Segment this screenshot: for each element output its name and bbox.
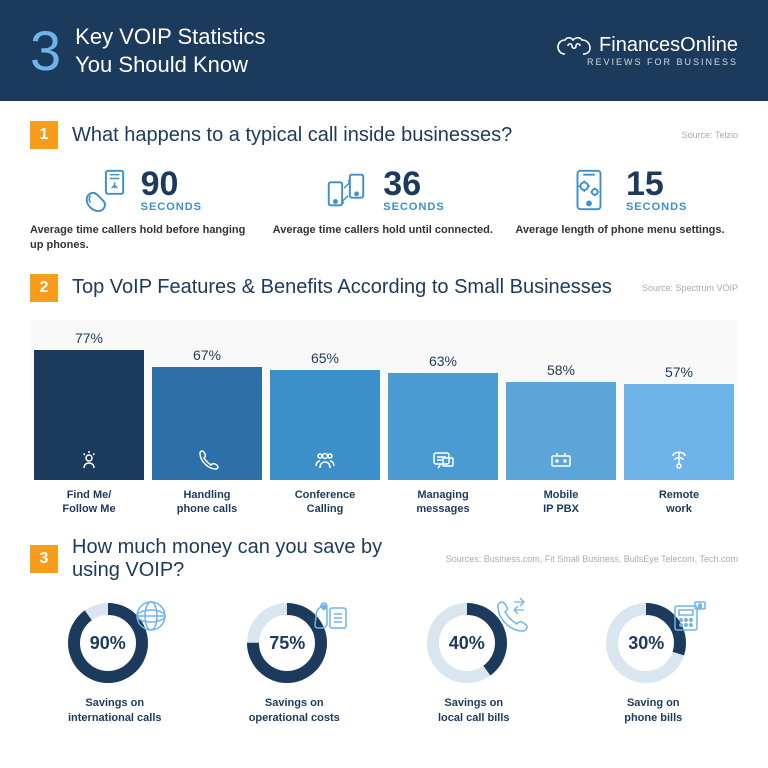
bar-pct: 65% <box>311 350 339 366</box>
donut-item: 90%Savings oninternational calls <box>30 600 200 725</box>
bar-item: 63% <box>388 353 498 479</box>
bar-icon <box>77 448 101 472</box>
donut-item: 40%Savings onlocal call bills <box>389 600 559 725</box>
bar-labels: Find Me/Follow Me Handlingphone calls Conf… <box>30 488 738 517</box>
bar <box>152 367 262 480</box>
bar-icon <box>313 448 337 472</box>
bar-label: Find Me/Follow Me <box>34 488 144 517</box>
section-1-source: Source: Telzio <box>682 130 738 140</box>
bar-label: MobileIP PBX <box>506 488 616 517</box>
stat-value: 90 <box>141 167 202 201</box>
svg-text:$: $ <box>699 604 702 610</box>
donut-icon: $ <box>669 596 709 636</box>
section-3-title: How much money can you save by using VOI… <box>72 536 432 582</box>
bar-item: 67% <box>152 347 262 480</box>
svg-text:$: $ <box>323 605 326 611</box>
donut-item: 75%$Savings onoperational costs <box>210 600 380 725</box>
section-2-title: Top VoIP Features & Benefits According t… <box>72 276 628 299</box>
bar-icon <box>431 448 455 472</box>
donut-icon <box>490 596 530 636</box>
header-title-l1: Key VOIP Statistics <box>75 23 265 51</box>
bar-icon <box>667 448 691 472</box>
cloud-icon <box>557 36 591 56</box>
section-1: 1 What happens to a typical call inside … <box>30 121 738 254</box>
stats-row: 90SECONDSAverage time callers hold befor… <box>30 167 738 254</box>
bar-item: 57% <box>624 364 734 480</box>
donut-label: Savings oninternational calls <box>68 696 162 725</box>
body: 1 What happens to a typical call inside … <box>0 121 768 745</box>
bar-item: 58% <box>506 362 616 480</box>
section-3-num: 3 <box>30 545 58 573</box>
bar-item: 65% <box>270 350 380 480</box>
bar <box>388 373 498 479</box>
bar-label: Remotework <box>624 488 734 517</box>
bar-pct: 67% <box>193 347 221 363</box>
stat-desc: Average time callers hold before hanging… <box>30 223 253 254</box>
donut-icon <box>131 596 171 636</box>
bar-icon <box>195 448 219 472</box>
stat-value: 36 <box>383 167 444 201</box>
bar <box>34 350 144 480</box>
header-title: Key VOIP Statistics You Should Know <box>75 23 265 78</box>
section-2-head: 2 Top VoIP Features & Benefits According… <box>30 274 738 302</box>
bar-item: 77% <box>34 330 144 480</box>
stat-desc: Average time callers hold until connecte… <box>273 223 496 238</box>
bar-pct: 58% <box>547 362 575 378</box>
logo: FinancesOnline REVIEWS FOR BUSINESS <box>557 34 738 67</box>
donut-label: Savings onlocal call bills <box>438 696 510 725</box>
bar-label: Managingmessages <box>388 488 498 517</box>
header-left: 3 Key VOIP Statistics You Should Know <box>30 18 266 83</box>
stat-unit: SECONDS <box>141 201 202 213</box>
section-3-head: 3 How much money can you save by using V… <box>30 536 738 582</box>
bar-chart: 77% 67% 65% 63% 58% 57% <box>30 320 738 480</box>
section-2-source: Source: Spectrum VOIP <box>642 283 738 293</box>
section-3-source: Sources: Business.com, Fit Small Busines… <box>446 554 738 564</box>
stat-unit: SECONDS <box>626 201 687 213</box>
stat-unit: SECONDS <box>383 201 444 213</box>
section-3: 3 How much money can you save by using V… <box>30 536 738 725</box>
stat-item: 36SECONDS Average time callers hold until… <box>273 167 496 254</box>
bar-pct: 57% <box>665 364 693 380</box>
header: 3 Key VOIP Statistics You Should Know Fi… <box>0 0 768 101</box>
section-1-title: What happens to a typical call inside bu… <box>72 124 668 147</box>
bar <box>624 384 734 480</box>
logo-top: FinancesOnline <box>557 34 738 57</box>
bar-label: ConferenceCalling <box>270 488 380 517</box>
stat-item: 15SECONDS Average length of phone menu se… <box>515 167 738 254</box>
donut-item: 30%$Saving onphone bills <box>569 600 739 725</box>
bar <box>506 382 616 480</box>
section-1-num: 1 <box>30 121 58 149</box>
bar <box>270 370 380 480</box>
stat-icon <box>323 167 369 213</box>
bar-label: Handlingphone calls <box>152 488 262 517</box>
bar-pct: 63% <box>429 353 457 369</box>
stat-value: 15 <box>626 167 687 201</box>
donut-icon: $ <box>310 596 350 636</box>
stat-desc: Average length of phone menu settings. <box>515 223 738 238</box>
donut-label: Savings onoperational costs <box>249 696 340 725</box>
section-2-num: 2 <box>30 274 58 302</box>
header-number: 3 <box>30 18 61 83</box>
stat-icon <box>566 167 612 213</box>
logo-sub: REVIEWS FOR BUSINESS <box>557 57 738 67</box>
donut-label: Saving onphone bills <box>624 696 682 725</box>
bar-icon <box>549 448 573 472</box>
stat-item: 90SECONDS Average time callers hold befor… <box>30 167 253 254</box>
logo-name: FinancesOnline <box>599 34 738 57</box>
bar-pct: 77% <box>75 330 103 346</box>
section-2: 2 Top VoIP Features & Benefits According… <box>30 274 738 517</box>
donut-row: 90%Savings oninternational calls75%$Savi… <box>30 600 738 725</box>
header-title-l2: You Should Know <box>75 51 265 79</box>
section-1-head: 1 What happens to a typical call inside … <box>30 121 738 149</box>
stat-icon <box>81 167 127 213</box>
